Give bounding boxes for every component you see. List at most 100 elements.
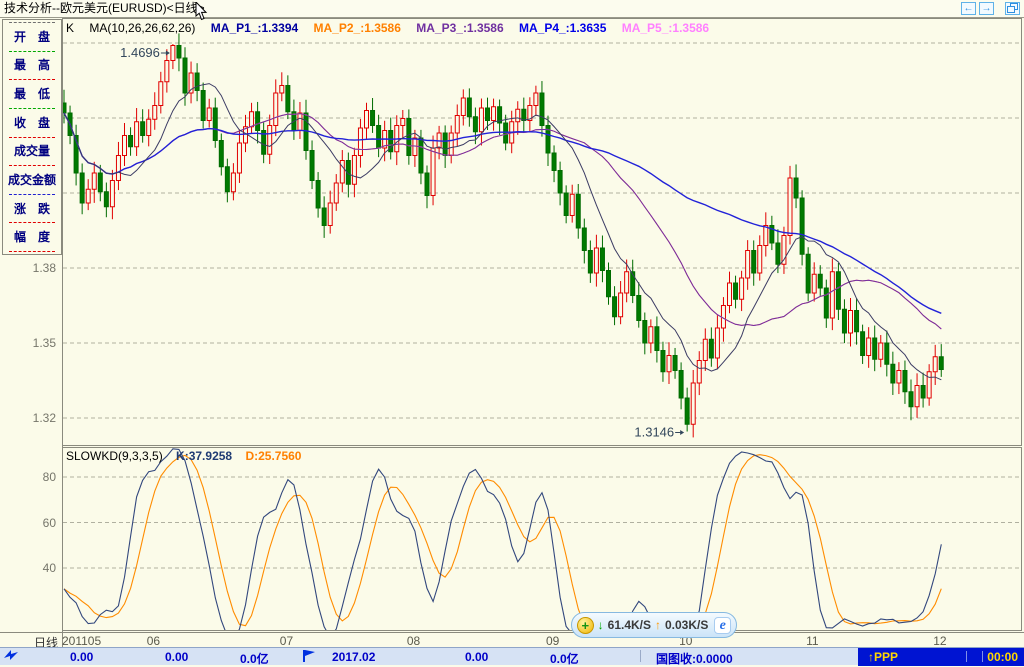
candle[interactable] (775, 242, 781, 265)
candle[interactable] (733, 282, 739, 300)
candle[interactable] (152, 105, 158, 120)
candle[interactable] (285, 85, 291, 113)
candle[interactable] (745, 250, 751, 279)
candle[interactable] (91, 172, 97, 190)
candle[interactable] (727, 282, 732, 306)
candle[interactable] (454, 115, 460, 134)
candle[interactable] (255, 111, 261, 131)
candle[interactable] (805, 253, 811, 294)
candle[interactable] (563, 192, 569, 216)
candle[interactable] (606, 270, 611, 298)
candle[interactable] (109, 180, 115, 208)
candle[interactable] (73, 135, 79, 174)
candle[interactable] (835, 271, 841, 310)
candle[interactable] (430, 147, 436, 196)
candle[interactable] (854, 310, 860, 333)
candle[interactable] (200, 90, 206, 121)
candle[interactable] (515, 108, 521, 123)
candle[interactable] (230, 172, 236, 193)
candle[interactable] (878, 342, 884, 360)
candle[interactable] (527, 105, 533, 121)
candle[interactable] (176, 45, 182, 59)
candle[interactable] (406, 118, 412, 156)
candle[interactable] (236, 142, 242, 174)
candle[interactable] (575, 193, 581, 229)
candle[interactable] (357, 127, 363, 156)
candle[interactable] (491, 106, 497, 121)
candle[interactable] (672, 355, 678, 371)
candle[interactable] (279, 85, 285, 94)
candle[interactable] (539, 92, 545, 126)
candle[interactable] (926, 371, 932, 399)
candle[interactable] (503, 122, 509, 144)
candle[interactable] (448, 132, 454, 156)
candle[interactable] (817, 273, 823, 289)
candle[interactable] (751, 250, 757, 274)
candle[interactable] (188, 72, 194, 94)
candle[interactable] (872, 337, 878, 360)
candle[interactable] (678, 370, 684, 399)
candle[interactable] (569, 193, 575, 216)
candle[interactable] (739, 277, 745, 300)
candle[interactable] (666, 355, 672, 373)
candle[interactable] (581, 227, 587, 251)
candle[interactable] (212, 107, 218, 141)
candle[interactable] (485, 107, 490, 121)
candle[interactable] (521, 108, 527, 121)
candle[interactable] (218, 140, 224, 168)
candle[interactable] (612, 296, 618, 318)
candle[interactable] (194, 72, 200, 91)
candle[interactable] (418, 137, 424, 174)
candle[interactable] (696, 360, 702, 384)
candle[interactable] (424, 172, 430, 196)
candle[interactable] (134, 121, 140, 148)
candle[interactable] (472, 116, 478, 133)
candle[interactable] (660, 350, 666, 373)
candle[interactable] (763, 225, 769, 246)
candle[interactable] (908, 391, 914, 408)
candle[interactable] (841, 308, 847, 334)
candle[interactable] (267, 125, 273, 155)
candle[interactable] (273, 92, 279, 126)
candle[interactable] (115, 155, 121, 181)
candle[interactable] (164, 60, 170, 83)
candle[interactable] (309, 150, 315, 181)
candle[interactable] (170, 45, 176, 61)
candle[interactable] (140, 121, 146, 136)
candle[interactable] (829, 271, 835, 319)
candle[interactable] (533, 92, 539, 106)
candle[interactable] (793, 177, 799, 199)
candle[interactable] (261, 130, 267, 155)
candle[interactable] (799, 197, 805, 255)
candle[interactable] (624, 271, 630, 294)
back-arrow-button[interactable]: ← (961, 2, 976, 15)
candle[interactable] (593, 247, 599, 274)
candle[interactable] (636, 295, 642, 321)
candle[interactable] (224, 166, 230, 193)
candle[interactable] (557, 170, 563, 194)
candle[interactable] (122, 135, 127, 156)
candle[interactable] (497, 106, 503, 124)
candle[interactable] (327, 202, 333, 226)
candle[interactable] (400, 118, 406, 126)
candle[interactable] (97, 172, 103, 193)
candle[interactable] (315, 180, 321, 209)
candle[interactable] (206, 107, 212, 121)
candle[interactable] (478, 107, 484, 133)
candle[interactable] (297, 112, 303, 131)
candle[interactable] (412, 137, 418, 156)
network-speed-widget[interactable]: + ↓ 61.4K/S ↑ 0.03K/S e (571, 612, 737, 638)
candle[interactable] (902, 370, 908, 393)
candle[interactable] (79, 172, 85, 204)
candle[interactable] (351, 155, 357, 185)
candle[interactable] (914, 385, 920, 408)
candle[interactable] (642, 320, 648, 344)
candle[interactable] (848, 310, 853, 334)
candle[interactable] (182, 57, 188, 94)
candle[interactable] (769, 225, 775, 244)
candle[interactable] (866, 337, 872, 356)
candle[interactable] (618, 292, 624, 318)
candle[interactable] (466, 97, 472, 118)
candle[interactable] (85, 188, 91, 204)
